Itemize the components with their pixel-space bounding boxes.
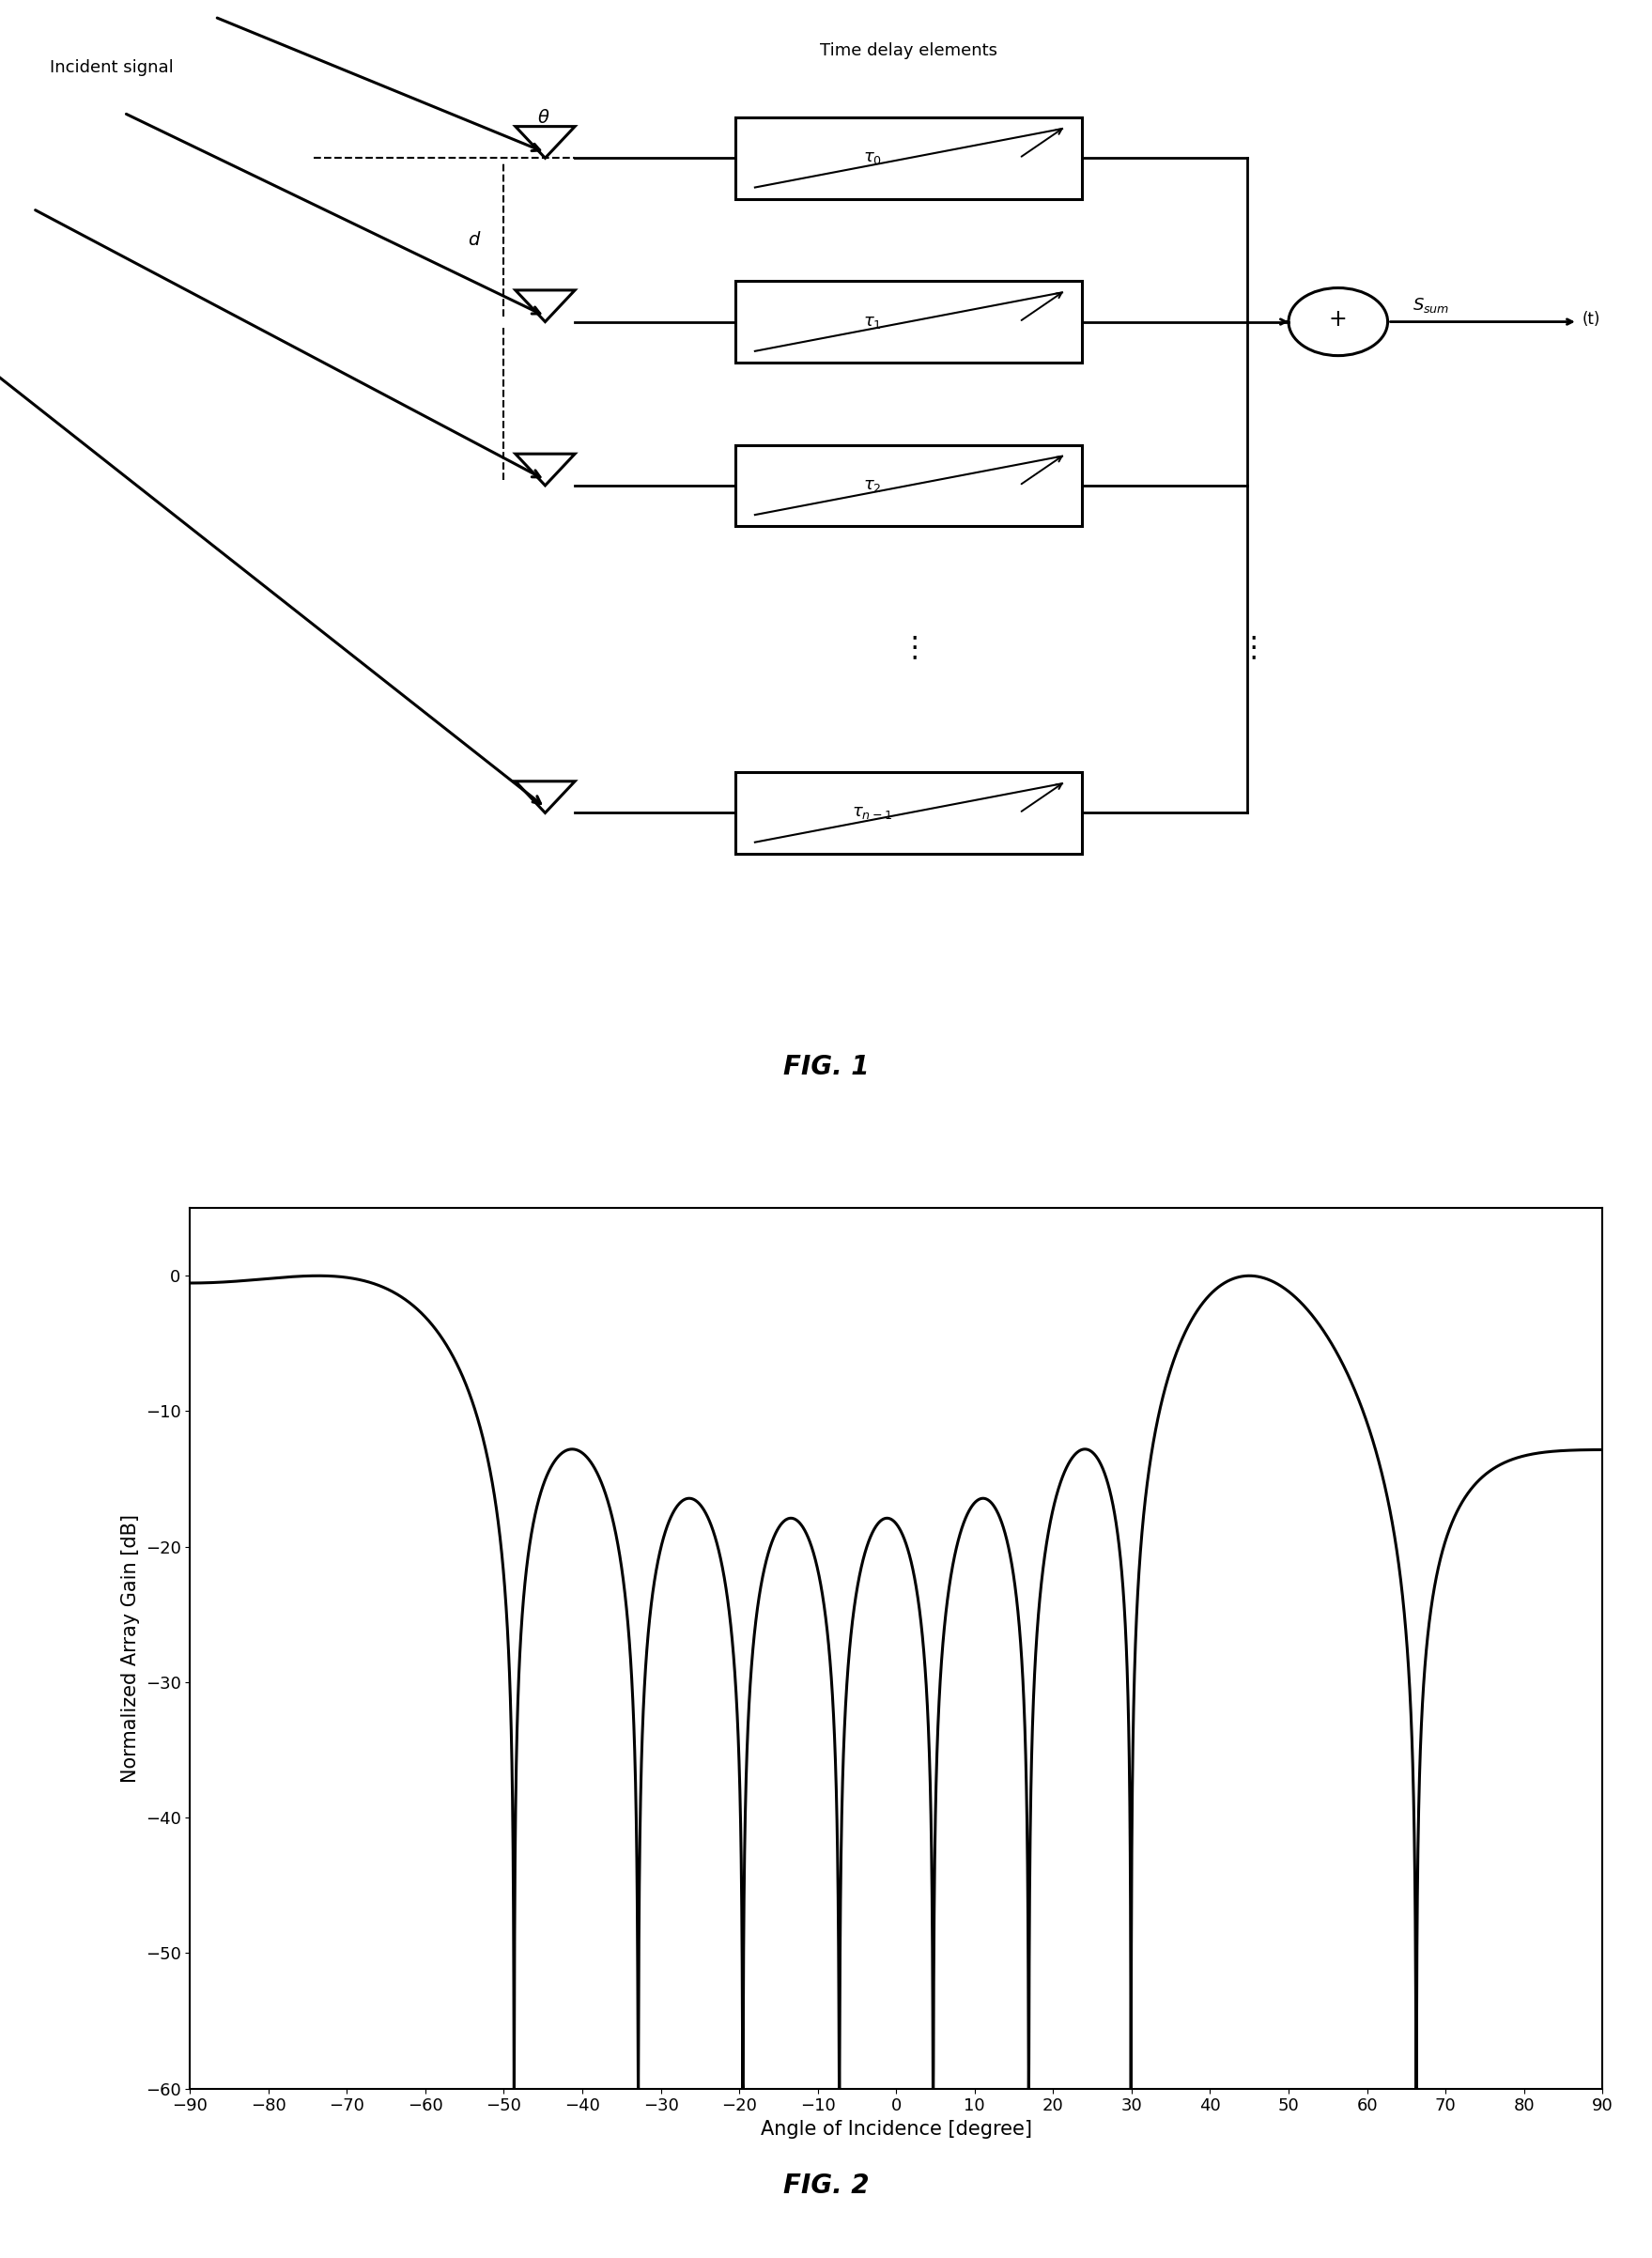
Text: $\tau_{n-1}$: $\tau_{n-1}$ [852, 804, 892, 822]
FancyBboxPatch shape [735, 117, 1082, 199]
FancyBboxPatch shape [735, 772, 1082, 854]
Text: $S_{sum}$: $S_{sum}$ [1412, 296, 1449, 316]
Text: $\tau_0$: $\tau_0$ [862, 149, 882, 167]
FancyBboxPatch shape [735, 280, 1082, 361]
Text: FIG. 2: FIG. 2 [783, 2172, 869, 2199]
Text: $\vdots$: $\vdots$ [900, 634, 917, 664]
Text: Time delay elements: Time delay elements [819, 43, 998, 59]
X-axis label: Angle of Incidence [degree]: Angle of Incidence [degree] [760, 2120, 1032, 2138]
Text: $\tau_1$: $\tau_1$ [862, 314, 882, 330]
Text: $\vdots$: $\vdots$ [1239, 634, 1256, 664]
Text: FIG. 1: FIG. 1 [783, 1054, 869, 1079]
Text: $d$: $d$ [468, 230, 481, 248]
Y-axis label: Normalized Array Gain [dB]: Normalized Array Gain [dB] [121, 1515, 140, 1782]
Text: Incident signal: Incident signal [50, 59, 173, 77]
Text: +: + [1328, 309, 1348, 330]
FancyBboxPatch shape [735, 445, 1082, 526]
Text: $\theta$: $\theta$ [537, 108, 550, 126]
Text: (t): (t) [1583, 312, 1601, 327]
Text: $\tau_2$: $\tau_2$ [862, 476, 882, 495]
